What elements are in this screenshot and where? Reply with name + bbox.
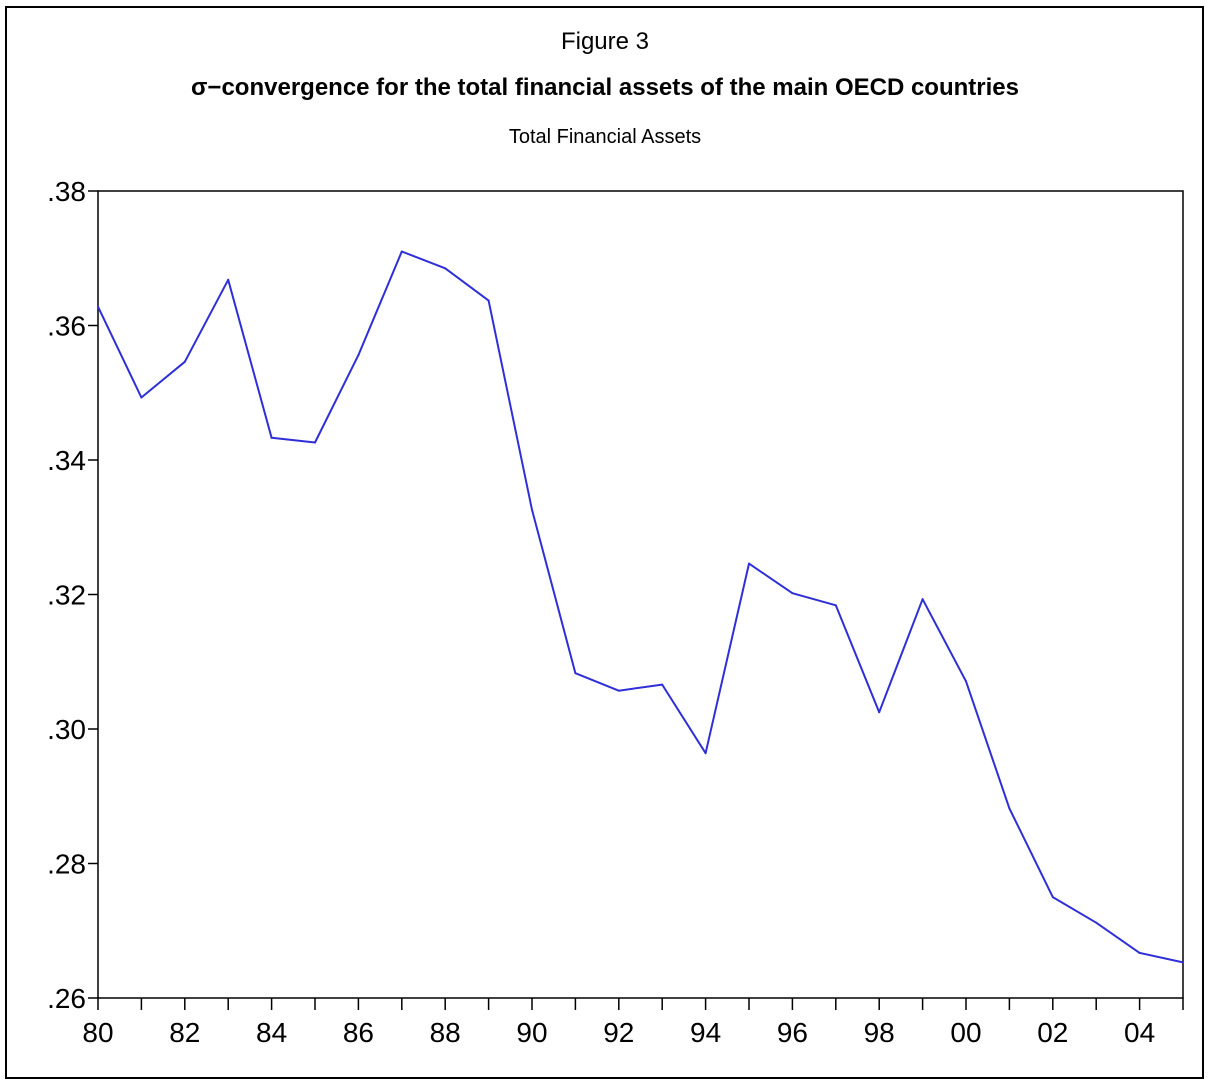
y-tick-label: .30	[47, 714, 86, 745]
data-point	[791, 592, 794, 595]
y-tick-label: .36	[47, 311, 86, 342]
figure-frame	[5, 6, 1204, 1079]
data-point	[1138, 951, 1141, 954]
data-point	[487, 299, 490, 302]
data-point	[444, 267, 447, 270]
x-axis: 80 82 84 86 88 90 92 94 96 98 00 02 04	[82, 998, 1184, 1048]
data-point	[1095, 921, 1098, 924]
x-tick-label: 98	[864, 1017, 895, 1048]
figure-title: σ−convergence for the total financial as…	[191, 74, 1019, 101]
y-axis: .26 .28 .30 .32 .34 .36 .38	[47, 176, 98, 1014]
data-point	[400, 250, 403, 253]
data-point	[574, 672, 577, 675]
y-tick-label: .38	[47, 176, 86, 207]
data-point	[357, 354, 360, 357]
x-tick-label: 84	[256, 1017, 287, 1048]
data-point	[965, 680, 967, 683]
data-point	[227, 278, 230, 281]
x-tick-label: 92	[603, 1017, 634, 1048]
x-tick-label: 88	[430, 1017, 461, 1048]
plot-area	[97, 190, 1184, 999]
x-tick-label: 90	[516, 1017, 547, 1048]
data-point	[140, 396, 143, 399]
data-point	[748, 562, 750, 565]
y-tick-label: .26	[47, 983, 86, 1014]
series-group	[97, 250, 1184, 964]
data-point	[531, 508, 533, 511]
x-tick-label: 86	[343, 1017, 374, 1048]
data-point	[1051, 896, 1054, 899]
data-point	[921, 598, 924, 601]
x-tick-label: 94	[690, 1017, 721, 1048]
series-line	[97, 250, 1184, 964]
data-point	[704, 752, 707, 755]
x-tick-label: 80	[82, 1017, 113, 1048]
data-point	[97, 305, 99, 308]
data-point	[834, 604, 837, 607]
x-tick-label: 02	[1037, 1017, 1068, 1048]
y-tick-label: .34	[47, 445, 86, 476]
data-point	[661, 683, 664, 686]
x-tick-label: 00	[950, 1017, 981, 1048]
y-tick-label: .32	[47, 580, 86, 611]
data-point	[183, 360, 186, 363]
chart-title: Total Financial Assets	[508, 126, 702, 148]
x-tick-label: 82	[169, 1017, 200, 1048]
data-point	[314, 441, 316, 444]
data-point	[878, 711, 881, 714]
data-point	[617, 689, 620, 692]
x-tick-label: 04	[1124, 1017, 1155, 1048]
figure-label: Figure 3	[560, 28, 650, 55]
data-point	[1008, 807, 1011, 810]
data-point	[1182, 961, 1184, 964]
data-point	[270, 436, 273, 439]
y-tick-label: .28	[47, 849, 86, 880]
x-tick-label: 96	[777, 1017, 808, 1048]
